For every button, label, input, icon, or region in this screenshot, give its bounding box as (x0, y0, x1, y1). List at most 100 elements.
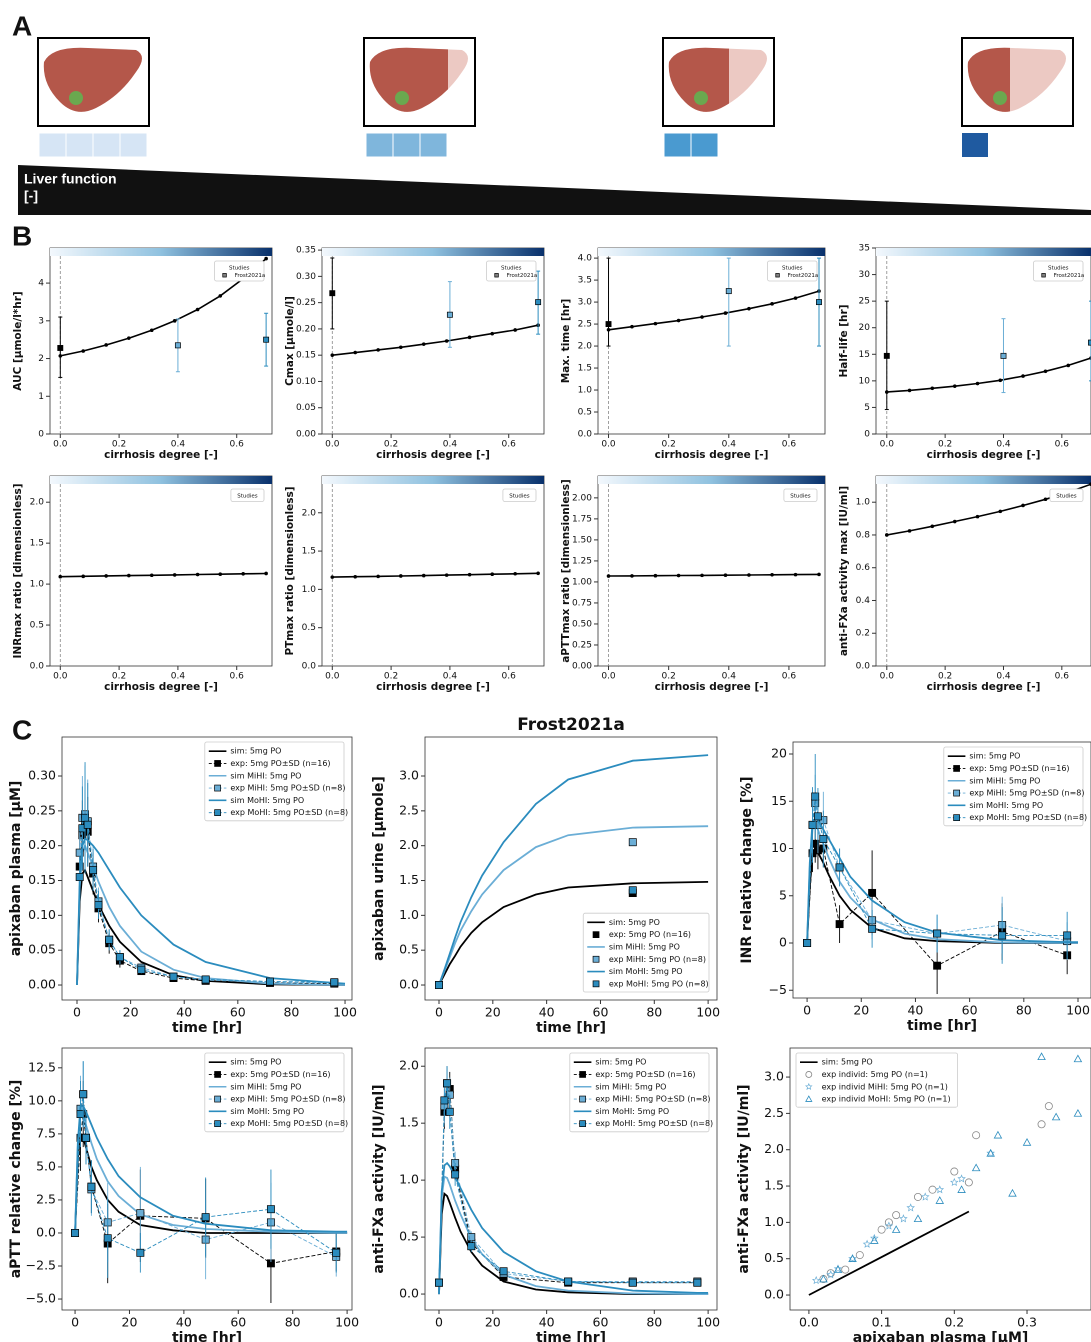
y-tick-label: 1.5 (764, 1178, 784, 1193)
data-point (693, 1278, 702, 1287)
legend: sim: 5mg PO exp: 5mg PO±SD (n=16) sim MiHI… (943, 746, 1087, 827)
data-point (907, 529, 912, 533)
data-point (81, 1133, 90, 1142)
chart: 0.0 0.2 0.4 0.6 0.0 0.5 1.0 1.5 2.0 cirrhosis deg… (284, 475, 545, 693)
x-tick-label: 100 (696, 1315, 720, 1330)
chart: 0.0 0.1 0.2 0.3 0.0 0.5 1.0 1.5 2.0 2.5 3.0 apixaba… (736, 1047, 1091, 1342)
liver-function-unit: [-] (24, 188, 38, 204)
y-tick-label: 0.4 (856, 596, 871, 606)
data-point (399, 574, 403, 578)
legend: Studies Frost2021a (1033, 260, 1084, 282)
y-axis-label: anti-FXa activity [IU/ml] (736, 1084, 752, 1273)
legend-label: sim: 5mg PO (609, 918, 660, 927)
y-tick-label: 3.0 (399, 768, 419, 783)
legend: Studies (502, 488, 537, 502)
data-point (195, 307, 200, 312)
data-point (998, 378, 1003, 383)
x-tick-label: 100 (696, 1005, 720, 1020)
legend-title: Studies (229, 265, 250, 271)
colorbar (876, 248, 1091, 256)
data-point (79, 1090, 88, 1099)
colorbar (598, 476, 825, 484)
x-tick-label: 60 (230, 1315, 246, 1330)
x-axis-label: time [hr] (536, 1020, 606, 1036)
data-point (862, 1239, 872, 1248)
data-point (263, 336, 270, 343)
y-tick-label: 0.5 (764, 1250, 784, 1265)
legend-marker (592, 955, 600, 963)
data-point (700, 573, 704, 578)
data-point (451, 1170, 460, 1179)
y-tick-label: 30 (859, 270, 871, 280)
data-point (137, 965, 146, 974)
legend-box (230, 488, 265, 502)
x-tick-label: 0.2 (938, 440, 952, 450)
data-point (835, 920, 844, 929)
x-tick-label: 0.4 (443, 672, 458, 682)
x-axis-label: time [hr] (536, 1330, 606, 1342)
x-tick-label: 0.1 (872, 1315, 892, 1330)
data-point (499, 1267, 508, 1276)
plot-frame (875, 475, 1091, 667)
data-point (907, 388, 912, 393)
y-tick-label: 3.0 (764, 1069, 784, 1084)
data-point (172, 573, 177, 577)
y-axis-label: aPTTmax ratio [dimensionless] (560, 479, 572, 663)
x-tick-label: 0.0 (325, 440, 340, 450)
data-point (808, 820, 817, 829)
y-tick-label: 0.5 (30, 621, 44, 631)
data-point (950, 1167, 959, 1176)
legend-box (1049, 488, 1084, 502)
series-line (74, 1114, 337, 1264)
y-tick-label: 0.50 (572, 619, 592, 629)
x-tick-label: 40 (176, 1315, 192, 1330)
data-point (87, 1182, 96, 1191)
x-axis-label: cirrhosis degree [-] (104, 681, 218, 693)
legend: Studies Frost2021a (767, 260, 818, 282)
y-tick-label: 12.5 (28, 1059, 56, 1074)
y-tick-label: 0.35 (296, 246, 316, 256)
legend-title: Studies (782, 265, 803, 271)
data-point (630, 574, 634, 578)
legend-label: exp MiHI: 5mg PO±SD (n=8) (969, 789, 1084, 798)
y-tick-label: −5 (769, 982, 787, 997)
data-point (83, 820, 92, 829)
data-point (723, 573, 728, 578)
data-point (723, 311, 728, 315)
series-line (608, 290, 820, 331)
legend-marker (214, 760, 221, 767)
y-tick-label: 1.0 (302, 585, 317, 595)
data-point (957, 1174, 966, 1183)
x-tick-label: 0.6 (230, 440, 245, 450)
data-point (376, 574, 380, 579)
y-tick-label: 15 (859, 350, 870, 360)
liver-illustrations (18, 37, 1091, 215)
y-tick-label: 7.5 (36, 1125, 56, 1140)
data-point (868, 924, 877, 933)
y-tick-label: 2.0 (399, 1058, 419, 1073)
x-tick-label: 0 (71, 1315, 79, 1330)
series-line (74, 1094, 337, 1258)
x-axis-label: time [hr] (172, 1330, 242, 1342)
y-tick-label: 35 (859, 244, 870, 254)
y-tick-label: 4.0 (578, 254, 593, 264)
legend-box (1033, 260, 1084, 282)
data-point (266, 977, 274, 986)
data-point (628, 1278, 637, 1287)
y-tick-label: 0.5 (578, 408, 592, 418)
legend-label: sim: 5mg PO (822, 1058, 873, 1067)
legend-title: Studies (501, 265, 522, 271)
x-tick-label: 40 (539, 1005, 555, 1020)
data-point (986, 1148, 995, 1157)
data-point (676, 573, 681, 578)
series-line (74, 1094, 337, 1254)
data-point (998, 931, 1007, 940)
legend-label: sim MoHI: 5mg PO (230, 796, 304, 805)
x-tick-label: 60 (962, 1003, 978, 1018)
y-tick-label: 1.5 (302, 547, 316, 557)
y-tick-label: 0.0 (399, 977, 419, 992)
y-axis-label: INR relative change [%] (739, 776, 755, 963)
x-tick-label: 0.0 (880, 440, 895, 450)
y-tick-label: 0.25 (296, 298, 316, 308)
